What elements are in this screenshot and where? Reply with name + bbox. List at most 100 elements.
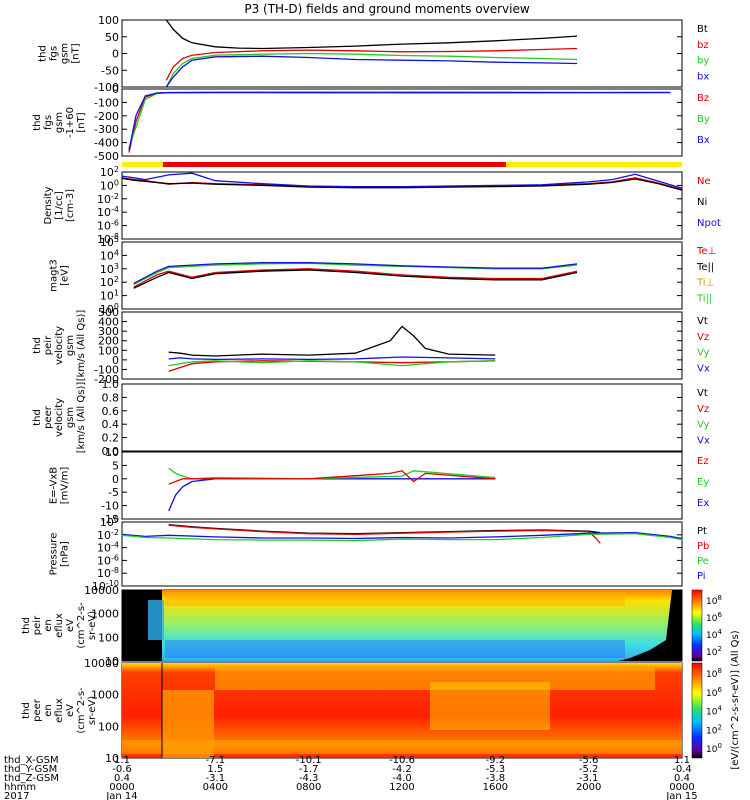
y-tick-label: 1.0 [102,378,120,391]
y-tick-label: -200 [94,110,119,123]
legend-entry: bx [697,71,709,82]
legend-entry: Pi [697,571,706,582]
y-tick-label: 104 [100,248,119,262]
panel-frame [121,88,683,157]
y-tick-label: 10-2 [97,528,119,542]
legend-entry: Ne [697,176,711,187]
ephemeris-value: -4.3 [299,773,319,784]
electron-spectrogram [122,663,682,758]
y-axis-label: peer [43,405,54,429]
y-tick-label: -200 [94,373,119,386]
y-tick-label: 0.4 [102,418,120,431]
y-tick-label: 10-8 [97,232,119,246]
y-tick-label: 0 [112,83,119,96]
panel-frame [121,171,683,240]
ephemeris-value: -5.2 [579,764,599,775]
series-line-Bt [165,19,578,50]
y-tick-label: -5 [108,486,119,499]
y-axis-label: fgs [43,115,54,130]
y-axis-label: gsm [54,112,65,133]
series-line-Ey [168,467,496,480]
ion-spectrogram-low-band [165,640,625,658]
legend-entry: Vt [697,316,708,327]
series-line-Pe [121,533,683,542]
series-line-Vx [168,356,496,361]
y-axis-label: E=-VxB [49,467,60,504]
y-tick-label: 100 [98,344,119,357]
y-axis-label: [nPa] [60,541,71,567]
colorbar-label: [eV/(cm^2-s-sr-eV)] (All Qs) [730,630,741,769]
colorbar-tick-label: 106 [706,686,722,699]
y-axis-label: thd [21,702,32,719]
series-line-Te|| [133,269,578,289]
ion-spectrogram [122,590,682,661]
y-axis-label: en [43,619,54,632]
y-tick-label: 10 [105,655,119,668]
ephemeris-value: 1.5 [207,764,223,775]
y-tick-label: 102 [100,275,119,289]
ephemeris-row-label: 2017 [4,791,29,800]
y-axis-label: [km/s (All Qs)] [76,310,87,382]
y-axis-label: fgs [49,46,60,61]
ephemeris-value: 1200 [389,782,414,793]
legend-entry: Ex [697,498,709,509]
series-line-Pb [168,524,601,544]
colorbar-tick-label: 104 [706,628,722,641]
y-axis-label: (cm^2-s- [76,602,87,649]
y-axis-label: velocity [54,326,65,365]
y-axis-label: velocity [54,398,65,437]
y-tick-label: 10 [105,752,119,765]
series-line-Vz [168,360,496,372]
ephemeris-value: -9.2 [486,755,506,766]
y-axis-label: [cm-3] [65,189,76,222]
ephemeris-row-label: hhmm [4,782,36,793]
ephemeris-value: 0400 [203,782,228,793]
y-axis-label: sr-eV) [87,611,98,640]
ephemeris-value: -5.6 [579,755,599,766]
y-tick-label: 10-10 [92,579,119,593]
y-tick-label: 100 [98,631,119,644]
ephemeris-value: -1.7 [299,764,319,775]
legend-entry: Vx [697,363,710,374]
y-tick-label: 10-8 [97,566,119,580]
electron-spectrogram-low-band [122,740,682,754]
y-tick-label: 10000 [84,584,119,597]
colorbar-tick-label: 104 [706,705,722,718]
legend-entry: bz [697,40,709,51]
y-tick-label: -100 [94,81,119,94]
series-line-Pi [121,532,683,540]
y-axis-label: gsm [60,43,71,64]
ephemeris-value: 1600 [483,782,508,793]
legend-entry: Pt [697,526,707,537]
legend-entry: Ey [697,477,709,488]
ephemeris-value: -5.3 [486,764,506,775]
series-line-Ti⊥ [133,262,578,284]
y-axis-label: Density [43,186,54,224]
series-line-Pt [168,524,601,535]
y-axis-label: eV [65,619,76,632]
ephemeris-row-label: thd_Z-GSM [4,773,59,784]
legend-entry: Ti|| [696,293,712,304]
colorbar [691,662,703,759]
y-tick-label: 500 [98,306,119,319]
legend-entry: Bz [697,93,709,104]
y-tick-label: 10-6 [97,553,119,567]
ephemeris-value: -10.6 [389,755,415,766]
ephemeris-value: -3.8 [486,773,506,784]
ephemeris-value: 0000 [669,782,694,793]
ephemeris-row-label: thd_Y-GSM [4,764,57,775]
y-tick-label: -50 [101,64,119,77]
y-axis-label: en [43,704,54,717]
y-tick-label: 102 [100,165,119,179]
electron-spectrogram-mid-band [215,668,655,690]
y-tick-label: 1000 [91,689,119,702]
ephemeris-value: 1.1 [674,755,690,766]
y-tick-label: 0.6 [102,405,120,418]
legend-entry: Npot [697,218,721,229]
ephemeris-value: 0.4 [114,773,130,784]
